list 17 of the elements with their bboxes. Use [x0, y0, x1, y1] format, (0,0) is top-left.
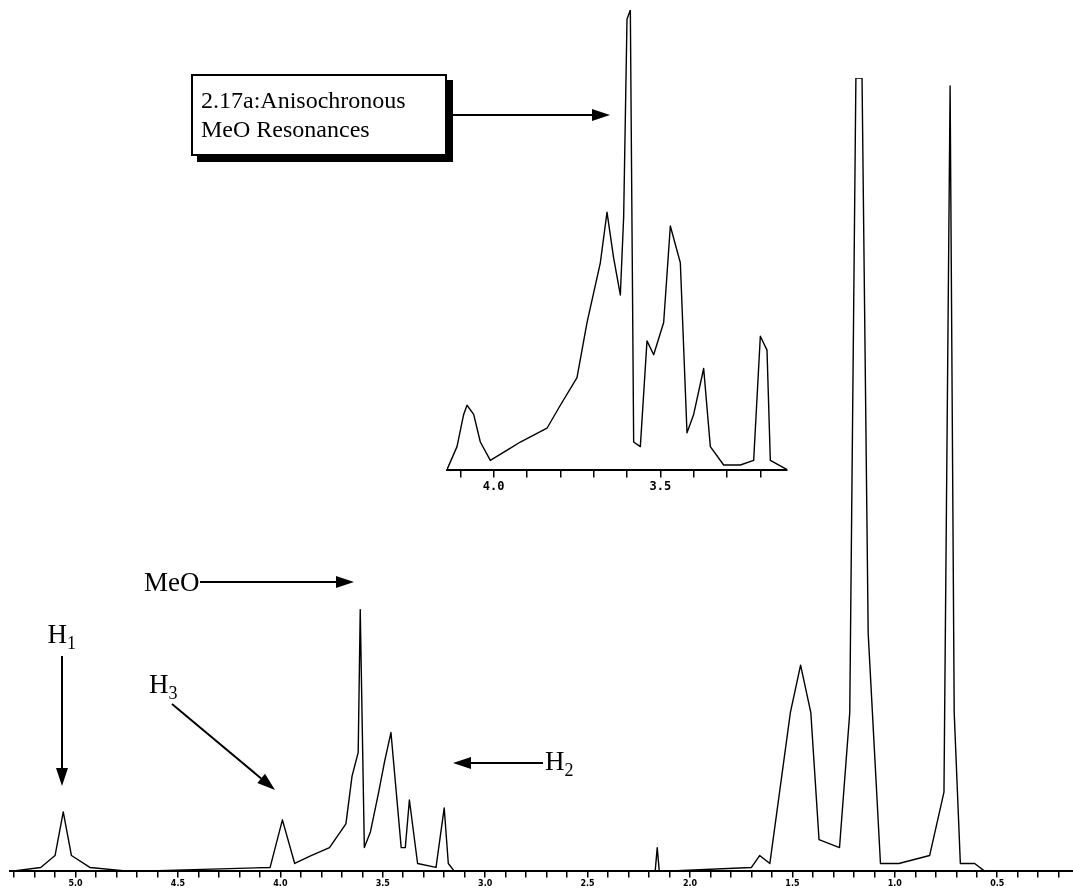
x-tick-label: 3.5: [375, 879, 391, 889]
x-tick-label: 4.0: [482, 478, 505, 493]
x-tick-label: 4.0: [273, 879, 288, 889]
x-tick-label: 2.5: [580, 879, 596, 889]
annotation: H$_{1}$: [47, 619, 76, 653]
x-tick-label: 0.5: [990, 879, 1005, 889]
x-tick-label: 2.0: [682, 879, 698, 889]
annotation: H$_{2}$: [545, 745, 574, 780]
x-tick-label: 5.0: [68, 879, 84, 889]
x-tick-label: 4.5: [170, 879, 186, 889]
annotation: H$_{3}$: [149, 669, 178, 703]
x-tick-label: 1.5: [785, 879, 800, 889]
x-tick-label: 1.0: [887, 879, 903, 889]
annotation: 2.17a:Anisochronous MeO Resonances: [191, 74, 447, 156]
x-tick-label: 3.5: [649, 478, 672, 493]
x-tick-label: 3.0: [478, 879, 493, 889]
annotation: MeO: [144, 566, 200, 597]
